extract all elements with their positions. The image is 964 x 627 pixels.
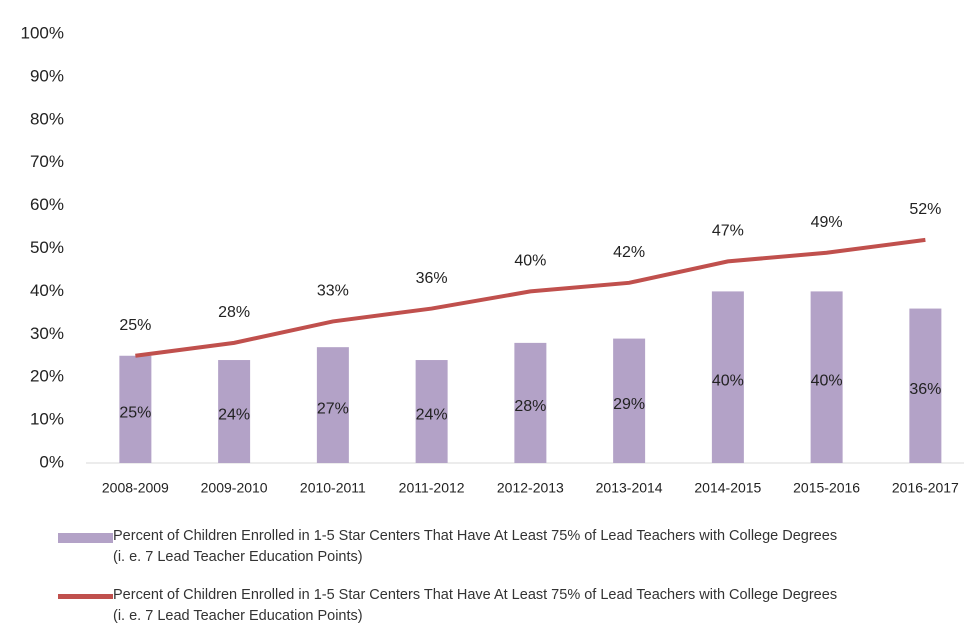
y-tick-label: 50% bbox=[30, 238, 64, 257]
bar-value-label: 28% bbox=[514, 398, 546, 415]
bar bbox=[218, 360, 251, 463]
bar-value-label: 25% bbox=[119, 405, 151, 422]
bar-value-label: 40% bbox=[712, 372, 744, 389]
bar-value-label: 40% bbox=[811, 372, 843, 389]
legend-swatch bbox=[58, 533, 113, 543]
y-tick-label: 30% bbox=[30, 324, 64, 343]
legend-label: Percent of Children Enrolled in 1-5 Star… bbox=[113, 528, 838, 565]
y-tick-label: 0% bbox=[39, 452, 64, 471]
y-tick-label: 100% bbox=[21, 23, 64, 42]
line-value-label: 49% bbox=[811, 214, 843, 231]
x-tick-label: 2016-2017 bbox=[892, 480, 959, 496]
bar bbox=[119, 355, 152, 463]
legend-label: Percent of Children Enrolled in 1-5 Star… bbox=[113, 587, 838, 624]
chart: 0% 10% 20% 30% 40% 50% 60% 70% 80% 90% 100% 2008-20… bbox=[21, 23, 964, 496]
line-value-label: 40% bbox=[514, 253, 546, 270]
bar-value-label: 27% bbox=[317, 400, 349, 417]
x-tick-label: 2008-2009 bbox=[102, 480, 169, 496]
legend-item: Percent of Children Enrolled in 1-5 Star… bbox=[58, 526, 958, 568]
y-tick-label: 90% bbox=[30, 66, 64, 85]
x-tick-label: 2012-2013 bbox=[497, 480, 564, 496]
line bbox=[135, 237, 926, 358]
legend-item: Percent of Children Enrolled in 1-5 Star… bbox=[58, 585, 958, 627]
x-tick-label: 2014-2015 bbox=[694, 480, 761, 496]
y-tick-label: 40% bbox=[30, 281, 64, 300]
line-value-label: 36% bbox=[416, 270, 448, 287]
x-tick-label: 2015-2016 bbox=[793, 480, 860, 496]
line-value-label: 33% bbox=[317, 283, 349, 300]
bar-value-label: 36% bbox=[909, 381, 941, 398]
bar bbox=[711, 291, 744, 463]
line-value-label: 25% bbox=[119, 317, 151, 334]
bar-value-label: 29% bbox=[613, 396, 645, 413]
y-tick-label: 20% bbox=[30, 367, 64, 386]
bar bbox=[810, 291, 843, 463]
x-tick-label: 2013-2014 bbox=[596, 480, 663, 496]
bar-value-label: 24% bbox=[218, 407, 250, 424]
y-tick-label: 70% bbox=[30, 152, 64, 171]
line-value-label: 47% bbox=[712, 223, 744, 240]
bar-value-label: 24% bbox=[416, 407, 448, 424]
legend-swatch bbox=[58, 594, 113, 599]
line-value-label: 28% bbox=[218, 304, 250, 321]
bar bbox=[514, 342, 547, 463]
bar bbox=[415, 360, 448, 463]
x-tick-label: 2011-2012 bbox=[399, 480, 465, 496]
bar bbox=[909, 308, 942, 463]
line-value-label: 42% bbox=[613, 244, 645, 261]
y-tick-label: 80% bbox=[30, 109, 64, 128]
y-tick-label: 60% bbox=[30, 195, 64, 214]
bar bbox=[613, 338, 646, 463]
bar bbox=[316, 347, 349, 463]
y-tick-label: 10% bbox=[30, 410, 64, 429]
line-value-label: 52% bbox=[909, 201, 941, 218]
x-tick-label: 2009-2010 bbox=[201, 480, 268, 496]
x-tick-label: 2010-2011 bbox=[300, 480, 366, 496]
